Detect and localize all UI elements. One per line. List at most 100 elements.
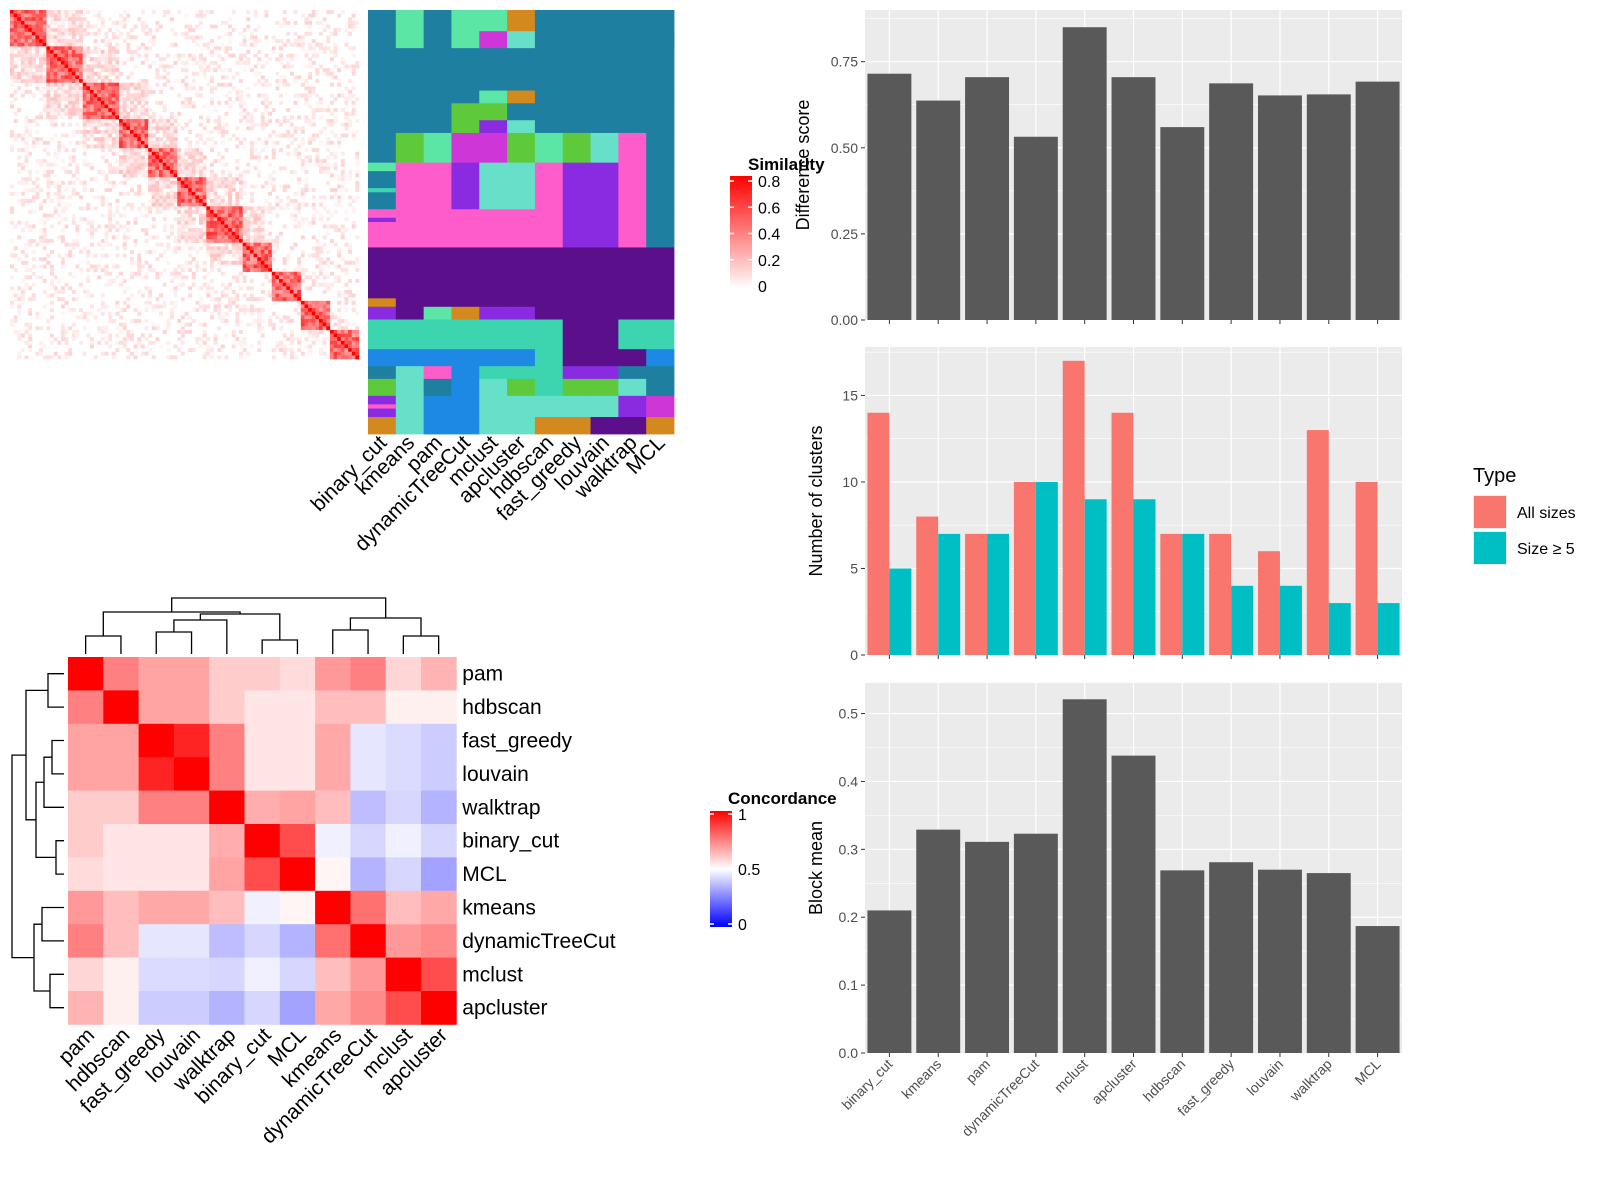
similarity-cell	[177, 166, 182, 171]
similarity-cell	[315, 155, 320, 160]
similarity-cell	[162, 304, 167, 309]
similarity-cell	[89, 304, 94, 309]
similarity-cell	[155, 173, 160, 178]
cluster-cell	[534, 349, 564, 367]
similarity-cell	[282, 275, 287, 280]
similarity-cell	[188, 235, 193, 240]
similarity-cell	[10, 10, 14, 14]
similarity-cell	[155, 159, 160, 163]
similarity-cell	[260, 260, 265, 265]
cluster-cell	[479, 120, 508, 134]
similarity-cell	[326, 209, 331, 214]
cluster-cell	[618, 395, 647, 418]
similarity-cell	[60, 122, 65, 127]
similarity-cell	[253, 213, 258, 218]
similarity-cell	[13, 31, 18, 36]
similarity-cell	[108, 228, 113, 233]
similarity-cell	[144, 86, 149, 91]
similarity-cell	[28, 311, 33, 316]
similarity-cell	[213, 231, 218, 236]
similarity-cell	[10, 144, 14, 149]
similarity-cell	[151, 322, 156, 327]
similarity-cell	[129, 35, 134, 40]
cluster-cell	[451, 120, 480, 134]
similarity-cell	[239, 195, 243, 200]
similarity-cell	[224, 231, 229, 236]
similarity-cell	[71, 104, 76, 109]
similarity-cell	[159, 173, 163, 178]
similarity-cell	[10, 93, 14, 98]
similarity-cell	[333, 151, 338, 156]
similarity-cell	[75, 97, 80, 102]
similarity-cell	[155, 24, 160, 29]
similarity-cell	[129, 97, 134, 102]
similarity-cell	[24, 20, 29, 25]
similarity-cell	[89, 49, 94, 54]
cluster-cell	[368, 132, 397, 164]
concordance-cell	[244, 790, 281, 825]
similarity-cell	[340, 348, 345, 353]
similarity-cell	[311, 333, 316, 338]
similarity-cell	[129, 151, 134, 156]
similarity-cell	[140, 162, 145, 167]
cluster-cell	[368, 209, 397, 248]
similarity-cell	[151, 188, 156, 193]
similarity-cell	[300, 249, 305, 254]
similarity-cell	[322, 71, 327, 76]
similarity-cell	[188, 329, 193, 334]
similarity-cell	[188, 97, 193, 102]
similarity-cell	[159, 293, 163, 298]
similarity-cell	[188, 155, 193, 160]
similarity-cell	[104, 57, 109, 62]
similarity-cell	[308, 351, 313, 356]
similarity-cell	[108, 213, 113, 218]
similarity-cell	[155, 155, 160, 160]
similarity-cell	[202, 239, 207, 243]
similarity-cell	[155, 129, 160, 134]
similarity-cell	[166, 159, 171, 163]
similarity-cell	[86, 104, 91, 109]
similarity-cell	[46, 97, 51, 102]
cluster-cell	[646, 349, 675, 367]
similarity-cell	[133, 35, 138, 40]
similarity-cell	[144, 319, 149, 323]
similarity-cell	[64, 133, 69, 138]
similarity-cell	[217, 249, 222, 254]
similarity-cell	[129, 271, 134, 276]
similarity-cell	[195, 140, 200, 145]
cluster-cell	[479, 209, 508, 248]
similarity-cell	[177, 235, 182, 240]
similarity-cell	[57, 191, 62, 196]
similarity-legend-title: Similarity	[748, 155, 825, 174]
similarity-cell	[355, 20, 360, 25]
y-tick-label: 0.00	[831, 312, 858, 328]
similarity-cell	[213, 159, 218, 163]
similarity-cell	[206, 177, 211, 182]
similarity-cell	[64, 97, 69, 102]
similarity-cell	[137, 115, 142, 120]
similarity-cell	[173, 199, 178, 203]
similarity-cell	[93, 206, 98, 211]
similarity-cell	[228, 249, 233, 254]
similarity-cell	[340, 231, 345, 236]
similarity-cell	[166, 206, 171, 211]
similarity-cell	[115, 49, 120, 54]
similarity-cell	[311, 39, 316, 44]
similarity-cell	[133, 49, 138, 54]
legend-key	[1474, 532, 1506, 564]
similarity-cell	[253, 28, 258, 33]
similarity-cell	[239, 319, 243, 323]
similarity-cell	[79, 195, 84, 200]
similarity-cell	[35, 46, 40, 51]
similarity-cell	[126, 177, 131, 182]
similarity-cell	[231, 217, 236, 222]
similarity-cell	[166, 202, 171, 207]
similarity-cell	[249, 122, 254, 127]
cluster-cell	[590, 306, 619, 320]
similarity-cell	[17, 351, 22, 356]
similarity-cell	[344, 86, 349, 91]
similarity-cell	[119, 82, 123, 87]
similarity-cell	[35, 159, 40, 163]
similarity-cell	[351, 340, 356, 345]
similarity-cell	[188, 217, 193, 222]
